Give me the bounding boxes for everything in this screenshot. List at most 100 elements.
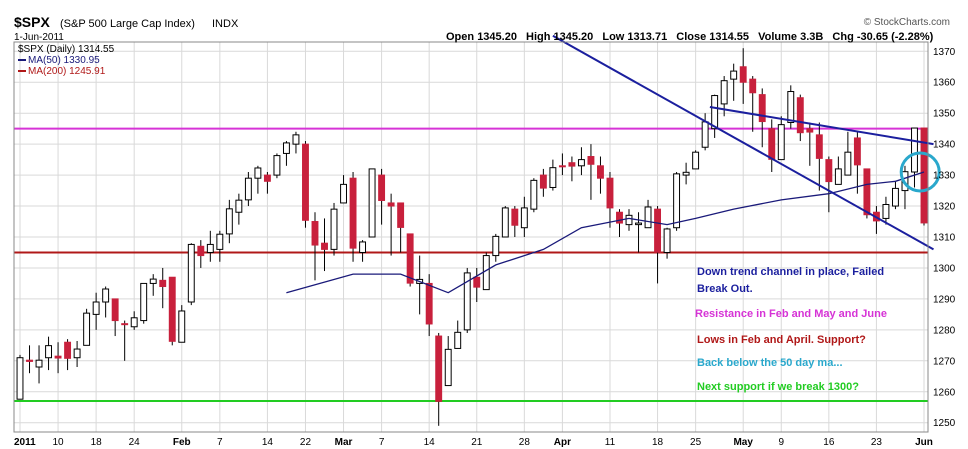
- candle-body: [149, 278, 157, 284]
- candle: [292, 131, 300, 154]
- y-tick-label: 1320: [933, 202, 956, 213]
- candle-body: [635, 222, 642, 226]
- annotation-text: Break Out.: [697, 283, 753, 295]
- y-tick-label: 1310: [933, 233, 956, 244]
- candle-body: [54, 355, 62, 359]
- candle-body: [815, 134, 823, 159]
- candle: [501, 206, 509, 238]
- candle-body: [625, 214, 633, 226]
- candle-body: [425, 282, 433, 325]
- candle: [853, 131, 861, 194]
- candle-body: [539, 174, 547, 189]
- candle: [625, 209, 633, 231]
- candle-body: [397, 202, 405, 228]
- x-tick-label: 22: [300, 437, 312, 448]
- candle-body: [520, 207, 528, 229]
- candle: [368, 168, 376, 238]
- x-tick-label: 14: [424, 437, 436, 448]
- candle-body: [692, 151, 700, 170]
- candle: [530, 178, 538, 213]
- candle: [111, 298, 119, 337]
- candle-body: [606, 177, 614, 209]
- open-label: Open: [446, 31, 474, 43]
- ohlc-readout: Open 1345.20 High 1345.20 Low 1313.71 Cl…: [446, 31, 934, 43]
- low-label: Low: [602, 31, 624, 43]
- y-tick-label: 1350: [933, 109, 956, 120]
- candle: [121, 320, 129, 361]
- x-tick-label: 23: [871, 437, 883, 448]
- candle-body: [340, 183, 347, 204]
- candle: [701, 113, 709, 151]
- candle-body: [302, 143, 309, 221]
- legend-ma200: MA(200) 1245.91: [28, 66, 106, 77]
- y-tick-label: 1250: [933, 418, 956, 429]
- candle: [616, 209, 623, 237]
- date-label: 1-Jun-2011: [14, 32, 64, 43]
- annotation-text: Lows in Feb and April. Support?: [697, 334, 866, 346]
- x-tick-label: Feb: [173, 437, 191, 448]
- candle-body: [796, 97, 804, 134]
- candle-body: [825, 159, 833, 183]
- candle-body: [168, 276, 176, 342]
- candle: [54, 342, 62, 374]
- candle-body: [368, 168, 376, 238]
- candle-body: [568, 162, 576, 167]
- candle: [911, 127, 918, 188]
- candle: [863, 168, 871, 219]
- candle-body: [216, 233, 224, 250]
- trend-lines-layer: [552, 34, 935, 251]
- candle: [663, 227, 671, 259]
- candle-body: [444, 348, 452, 387]
- candle: [549, 159, 557, 191]
- candle: [644, 199, 652, 229]
- copyright: © StockCharts.com: [864, 17, 950, 28]
- candle: [825, 156, 833, 213]
- candle-body: [292, 134, 300, 145]
- candle: [178, 305, 186, 343]
- candle-body: [920, 127, 928, 224]
- candle-body: [206, 243, 214, 253]
- candle-body: [387, 202, 395, 207]
- candle: [149, 274, 157, 296]
- candle-body: [473, 276, 481, 288]
- candle-body: [64, 341, 72, 359]
- candle-body: [806, 128, 814, 133]
- x-tick-label: 2011: [14, 437, 36, 448]
- candle: [349, 172, 357, 262]
- candle: [682, 162, 690, 185]
- candle-body: [111, 298, 119, 322]
- candle: [263, 172, 271, 194]
- candle: [159, 267, 167, 309]
- x-tick-label: 21: [471, 437, 483, 448]
- candle: [16, 354, 24, 400]
- candle: [492, 233, 500, 262]
- candle: [187, 243, 195, 306]
- candle: [673, 172, 681, 231]
- candle: [397, 202, 405, 253]
- x-tick-label: 25: [690, 437, 702, 448]
- candle-body: [682, 171, 690, 176]
- y-tick-label: 1260: [933, 387, 956, 398]
- candle: [321, 218, 328, 272]
- candle-body: [26, 359, 33, 362]
- candle-body: [673, 173, 681, 229]
- x-tick-label: Apr: [554, 437, 571, 448]
- candle-body: [558, 165, 566, 168]
- candle: [844, 131, 852, 176]
- candle-body: [758, 94, 766, 123]
- candle-body: [92, 301, 100, 315]
- candle-body: [73, 348, 81, 359]
- candle-body: [83, 312, 91, 346]
- candle-body: [235, 199, 243, 213]
- y-tick-label: 1270: [933, 356, 956, 367]
- candle: [35, 345, 43, 384]
- chg-value: -30.65 (-2.28%): [857, 31, 934, 43]
- candle-body: [102, 288, 110, 303]
- candle: [254, 165, 262, 194]
- candle: [568, 156, 576, 182]
- candle-body: [834, 168, 842, 185]
- candle: [206, 230, 214, 262]
- candle: [444, 336, 452, 387]
- candle-body: [530, 179, 538, 210]
- chg-label: Chg: [832, 31, 853, 43]
